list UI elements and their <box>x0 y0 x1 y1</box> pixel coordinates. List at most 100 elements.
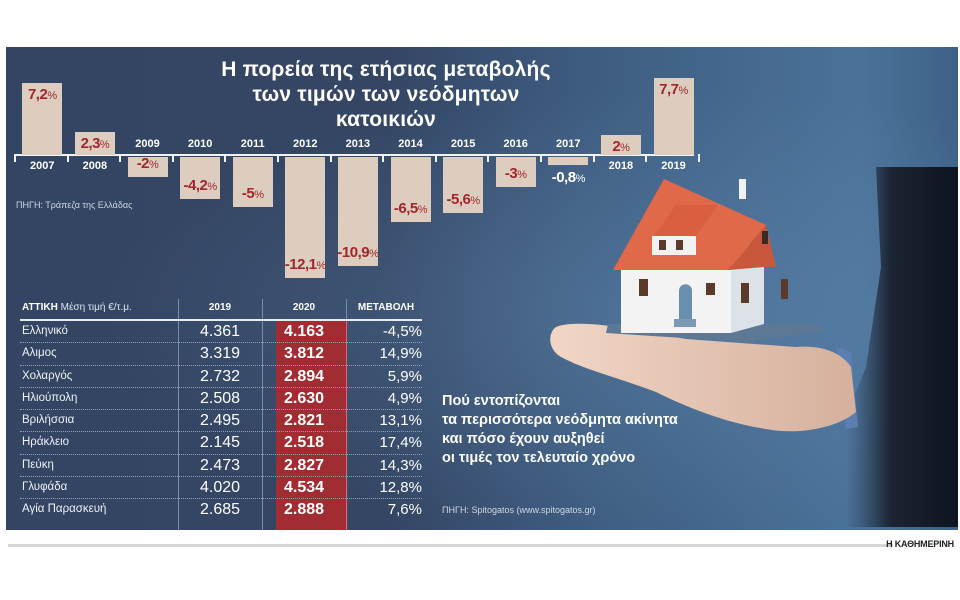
bar-6 <box>337 157 378 266</box>
axis-tick <box>329 154 332 162</box>
bar-value-label: 2% <box>612 138 630 155</box>
year-label: 2007 <box>30 160 55 172</box>
bar-value-label: 7,7% <box>659 81 688 98</box>
year-label: 2012 <box>293 138 318 150</box>
header-2019: 2019 <box>208 302 232 313</box>
table-header-region: ΑΤΤΙΚΗ Μέση τιμή €/τ.μ. <box>22 302 132 313</box>
year-label: 2017 <box>556 138 581 150</box>
bar-value-label: 7,2% <box>27 86 57 103</box>
column-divider <box>178 299 179 530</box>
bar-value-label: 2,3% <box>80 135 110 152</box>
price-2019: 2.495 <box>199 412 241 430</box>
table-row: Ηλιούπολη 2.508 2.630 4,9% <box>20 388 422 411</box>
price-change: 13,1% <box>379 412 422 430</box>
subtitle-line3: και πόσο έχουν αυξηθεί <box>442 431 605 447</box>
table-source: ΠΗΓΗ: Spitogatos (www.spitogatos.gr) <box>442 505 596 515</box>
axis-tick <box>171 154 174 162</box>
bar-7 <box>390 157 431 222</box>
area-name: Ηράκλειο <box>22 436 70 449</box>
background-vignette <box>6 47 958 530</box>
year-label: 2013 <box>345 138 371 150</box>
footer-divider <box>8 544 893 547</box>
bar-value-label: -12,1% <box>284 256 327 273</box>
price-2020: 3.812 <box>283 345 325 363</box>
axis-tick <box>14 154 16 162</box>
bar-5 <box>285 157 326 278</box>
header-region-label: ΑΤΤΙΚΗ <box>22 302 58 313</box>
price-2020: 2.827 <box>283 456 325 474</box>
axis-tick <box>66 154 69 162</box>
bar-11 <box>600 135 641 155</box>
year-label: 2008 <box>82 160 108 172</box>
brand-logo: Η ΚΑΘΗΜΕΡΙΝΗ <box>886 539 954 549</box>
area-name: Ηλιούπολη <box>22 391 78 404</box>
bar-value-label: -5% <box>241 185 264 202</box>
year-label: 2018 <box>608 160 634 172</box>
table-header: ΑΤΤΙΚΗ Μέση τιμή €/τ.μ. 2019 2020 ΜΕΤΑΒΟ… <box>20 297 422 321</box>
axis-tick <box>224 154 227 162</box>
year-label: 2016 <box>503 138 528 150</box>
area-name: Ελληνικό <box>22 325 68 337</box>
bar-value-label: -2% <box>136 155 159 172</box>
price-change: 12,8% <box>379 479 422 497</box>
header-change: ΜΕΤΑΒΟΛΗ <box>357 302 415 313</box>
chart-title-line1: Η πορεία της ετήσιας μεταβολής <box>221 58 551 81</box>
bar-3 <box>180 157 221 199</box>
infographic-panel: Η πορεία της ετήσιας μεταβολής των τιμών… <box>6 47 958 530</box>
area-name: Πεύκη <box>22 458 54 471</box>
bar-value-label: -5,6% <box>446 191 481 208</box>
price-change: -4,5% <box>382 323 422 340</box>
bar-value-label: -4,2% <box>183 177 218 194</box>
price-2020: 2.888 <box>283 501 325 519</box>
header-2020: 2020 <box>292 302 316 313</box>
price-2019: 2.508 <box>199 389 241 407</box>
price-2020: 4.534 <box>283 479 325 497</box>
price-change: 14,9% <box>379 345 422 363</box>
section-subtitle: Πού εντοπίζονται τα περισσότερα νεόδμητα… <box>442 392 742 468</box>
house-in-hand-illustration <box>550 167 958 527</box>
column-divider <box>346 299 347 530</box>
subtitle-line4: οι τιμές τον τελευταίο χρόνο <box>442 450 636 466</box>
table-body: Ελληνικό 4.361 4.163 -4,5% Αλιμος 3.319 … <box>20 321 422 521</box>
price-2019: 4.020 <box>199 479 241 497</box>
x-axis <box>14 154 694 156</box>
area-name: Γλυφάδα <box>22 481 68 494</box>
table-row: Βριλήσσια 2.495 2.821 13,1% <box>20 410 422 433</box>
bar-12 <box>653 78 694 155</box>
price-2020: 2.518 <box>283 434 325 452</box>
hand <box>550 323 856 432</box>
header-unit-label: Μέση τιμή €/τ.μ. <box>60 302 132 313</box>
year-label: 2015 <box>450 138 476 150</box>
column-divider <box>262 299 263 530</box>
price-2019: 4.361 <box>199 323 241 340</box>
price-2020: 2.630 <box>283 389 325 407</box>
price-change: 17,4% <box>379 434 422 452</box>
axis-tick <box>277 154 279 162</box>
bar-value-label: -10,9% <box>337 244 379 261</box>
bar-2 <box>127 157 168 177</box>
axis-tick <box>540 154 542 162</box>
table-row: Αγία Παρασκευή 2.685 2.888 7,6% <box>20 499 422 520</box>
table-row: Γλυφάδα 4.020 4.534 12,8% <box>20 477 422 500</box>
axis-tick <box>697 154 700 162</box>
price-2020: 2.894 <box>283 367 325 385</box>
year-label: 2019 <box>661 160 686 172</box>
subtitle-line2: τα περισσότερα νεόδμητα ακίνητα <box>442 412 678 428</box>
axis-tick <box>119 154 122 162</box>
price-2020: 4.163 <box>283 323 325 340</box>
price-2019: 2.732 <box>199 367 241 385</box>
axis-tick <box>645 154 648 162</box>
axis-tick <box>487 154 490 162</box>
bar-0 <box>22 83 63 155</box>
axis-tick <box>592 154 595 162</box>
year-label: 2011 <box>240 138 265 150</box>
price-change: 7,6% <box>387 501 422 519</box>
table-row: Πεύκη 2.473 2.827 14,3% <box>20 455 422 478</box>
bar-value-label: -0,8% <box>551 169 586 186</box>
table-row: Ελληνικό 4.361 4.163 -4,5% <box>20 321 422 344</box>
table-row: Αλιμος 3.319 3.812 14,9% <box>20 343 422 366</box>
year-label: 2014 <box>398 138 423 150</box>
year-label: 2010 <box>187 138 213 150</box>
highlight-2020-column <box>276 321 348 530</box>
price-2019: 2.685 <box>199 501 241 519</box>
